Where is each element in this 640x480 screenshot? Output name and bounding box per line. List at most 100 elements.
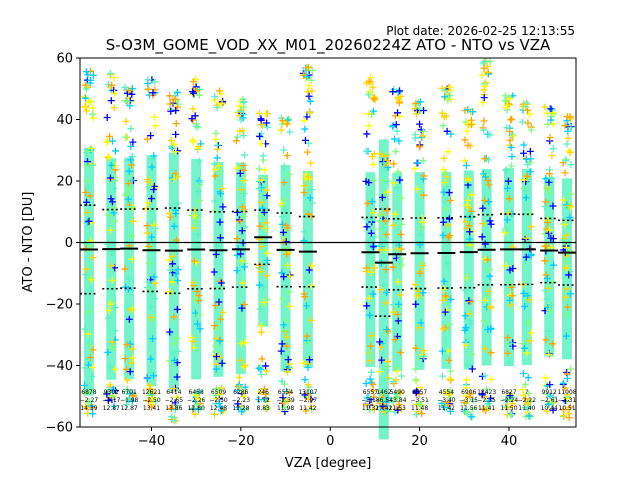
scatter-point — [481, 317, 489, 325]
scatter-point — [520, 344, 528, 352]
scatter-point — [169, 349, 177, 357]
scatter-point — [129, 354, 137, 362]
scatter-point — [263, 367, 271, 375]
scatter-point — [219, 308, 227, 316]
scatter-point — [305, 81, 313, 89]
scatter-point — [487, 349, 495, 357]
scatter-point — [444, 398, 452, 406]
scatter-point — [259, 204, 267, 212]
scatter-point — [419, 289, 427, 297]
scatter-point — [212, 365, 220, 373]
scatter-point — [256, 363, 264, 371]
stat-std: 11.56 — [460, 405, 477, 412]
scatter-point — [544, 219, 552, 227]
scatter-core — [503, 168, 514, 367]
scatter-point — [255, 184, 263, 192]
scatter-point — [394, 304, 402, 312]
scatter-point — [376, 396, 384, 404]
scatter-point — [233, 251, 241, 259]
scatter-point — [89, 254, 97, 262]
scatter-point — [394, 109, 402, 117]
scatter-point — [524, 374, 532, 382]
scatter-point — [143, 229, 151, 237]
scatter-point — [485, 287, 493, 295]
scatter-point — [286, 389, 294, 397]
stat-count: 9912 — [542, 389, 557, 396]
scatter-point — [170, 385, 178, 393]
scatter-series-6 — [210, 87, 227, 418]
scatter-point — [150, 273, 158, 281]
scatter-point — [520, 391, 528, 399]
scatter-point — [300, 290, 308, 298]
scatter-point — [284, 356, 292, 364]
scatter-point — [384, 327, 392, 335]
scatter-point — [108, 198, 116, 206]
scatter-point — [129, 138, 137, 146]
scatter-point — [547, 116, 555, 124]
scatter-point — [383, 325, 391, 333]
stat-std: 11.40 — [518, 405, 535, 412]
scatter-point — [194, 320, 202, 328]
scatter-point — [412, 300, 420, 308]
stat-mean: −3.51 — [410, 397, 429, 404]
scatter-point — [365, 179, 373, 187]
stat-mean: −2.50 — [209, 397, 228, 404]
scatter-point — [566, 113, 574, 121]
scatter-point — [171, 95, 179, 103]
scatter-point — [565, 147, 573, 155]
scatter-point — [368, 153, 376, 161]
scatter-point — [236, 356, 244, 364]
scatter-point — [562, 285, 570, 293]
stat-std: 11.41 — [478, 405, 495, 412]
scatter-point — [508, 153, 516, 161]
scatter-point — [240, 300, 248, 308]
scatter-point — [195, 143, 203, 151]
scatter-point — [255, 364, 263, 372]
scatter-point — [216, 87, 224, 95]
scatter-point — [172, 148, 180, 156]
scatter-point — [447, 367, 455, 375]
scatter-point — [525, 390, 533, 398]
scatter-point — [110, 74, 118, 82]
scatter-point — [549, 393, 557, 401]
scatter-point — [283, 317, 291, 325]
scatter-point — [82, 265, 90, 273]
scatter-point — [238, 106, 246, 114]
scatter-point — [216, 353, 224, 361]
scatter-point — [125, 274, 133, 282]
scatter-point — [419, 157, 427, 165]
y-axis-label: ATO - NTO [DU] — [21, 192, 36, 293]
scatter-point — [104, 348, 112, 356]
scatter-point — [111, 173, 119, 181]
scatter-point — [167, 137, 175, 145]
scatter-point — [194, 230, 202, 238]
scatter-point — [188, 334, 196, 342]
scatter-point — [527, 250, 535, 258]
scatter-point — [398, 220, 406, 228]
scatter-point — [383, 363, 391, 371]
scatter-point — [467, 350, 475, 358]
scatter-point — [396, 176, 404, 184]
scatter-point — [508, 115, 516, 123]
scatter-point — [389, 263, 397, 271]
scatter-point — [144, 76, 152, 84]
scatter-point — [104, 154, 112, 162]
stat-mean: −1.98 — [120, 397, 139, 404]
scatter-point — [507, 339, 515, 347]
scatter-point — [196, 179, 204, 187]
scatter-core — [392, 172, 403, 372]
scatter-point — [128, 345, 136, 353]
scatter-point — [519, 118, 527, 126]
scatter-point — [279, 228, 287, 236]
scatter-point — [384, 188, 392, 196]
scatter-point — [89, 363, 97, 371]
scatter-core — [280, 165, 291, 372]
scatter-point — [145, 259, 153, 267]
scatter-point — [391, 210, 399, 218]
scatter-point — [216, 337, 224, 345]
scatter-point — [542, 242, 550, 250]
scatter-point — [469, 108, 477, 116]
scatter-point — [241, 263, 249, 271]
scatter-point — [479, 204, 487, 212]
scatter-point — [172, 107, 180, 115]
